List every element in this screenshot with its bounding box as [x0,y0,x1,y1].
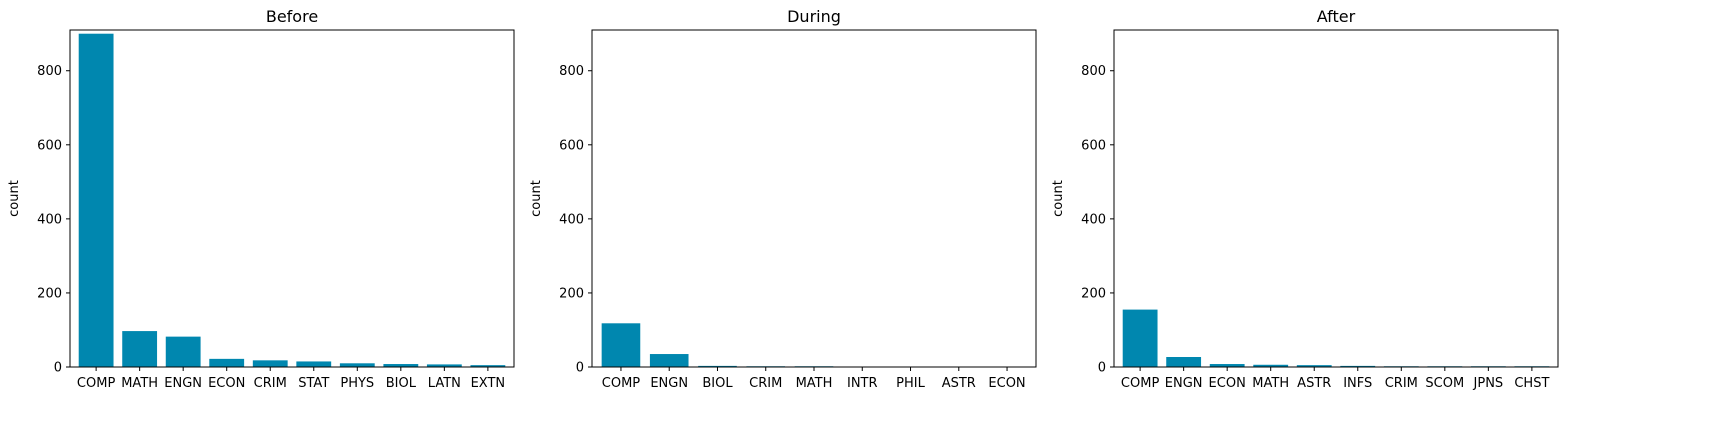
bar-biol [698,365,737,367]
bar-extn [470,365,506,367]
x-tick-label: STAT [298,376,329,391]
x-tick-label: COMP [77,376,116,391]
y-tick-label: 0 [54,361,62,376]
x-tick-label: PHYS [340,376,374,391]
bar-math [122,331,158,367]
x-tick-label: ASTR [942,376,976,391]
chart-title: During [787,7,841,26]
bar-latn [426,364,462,367]
x-tick-label: ENGN [164,376,202,391]
y-axis-label: count [1051,180,1066,217]
bar-astr [1296,365,1332,367]
x-tick-label: INFS [1343,376,1372,391]
x-tick-label: JPNS [1473,376,1504,391]
y-tick-label: 0 [1098,361,1106,376]
y-tick-label: 800 [559,64,584,79]
x-tick-label: MATH [1252,376,1289,391]
x-tick-label: BIOL [702,376,733,391]
x-tick-label: ECON [988,376,1025,391]
bar-engn [649,354,689,367]
x-tick-label: BIOL [386,376,417,391]
x-tick-label: PHIL [896,376,925,391]
y-tick-label: 400 [559,212,584,227]
x-tick-label: COMP [1121,376,1160,391]
chart-title: After [1317,7,1356,26]
y-tick-label: 200 [559,286,584,301]
chart-title: Before [266,7,318,26]
x-tick-label: CRIM [1385,376,1418,391]
x-tick-label: ENGN [650,376,688,391]
bar-econ [1209,364,1245,367]
y-tick-label: 600 [559,138,584,153]
plot-frame [591,29,1037,368]
bar-biol [383,364,419,367]
x-tick-label: ASTR [1297,376,1331,391]
bar-comp [1122,309,1158,367]
x-tick-label: SCOM [1425,376,1464,391]
x-tick-label: COMP [602,376,641,391]
bar-comp [78,33,114,367]
x-tick-label: CRIM [254,376,287,391]
y-tick-label: 800 [1081,64,1106,79]
x-tick-label: ECON [208,376,245,391]
bar-econ [209,358,245,367]
y-tick-label: 400 [1081,212,1106,227]
y-tick-label: 600 [1081,138,1106,153]
x-tick-label: CRIM [749,376,782,391]
x-tick-label: LATN [428,376,461,391]
x-tick-label: MATH [121,376,158,391]
x-tick-label: ENGN [1165,376,1203,391]
bar-crim [252,360,288,367]
y-axis-label: count [7,180,22,217]
bar-engn [165,336,201,367]
bar-infs [1340,365,1376,367]
y-axis-label: count [529,180,544,217]
y-tick-label: 200 [1081,286,1106,301]
plot-frame [69,29,515,368]
bar-phys [339,363,375,367]
chart-panel-2: After count 0 200 400 600 800 COMP ENGN ECON MATH A… [1051,7,1559,391]
x-tick-label: INTR [847,376,878,391]
bar-comp [601,323,641,367]
bar-math [1253,364,1289,367]
bar-stat [296,361,332,367]
x-tick-label: EXTN [471,376,506,391]
y-tick-label: 400 [37,212,62,227]
plot-frame [1113,29,1559,368]
y-tick-label: 800 [37,64,62,79]
bar-engn [1166,357,1202,367]
y-tick-label: 600 [37,138,62,153]
y-tick-label: 200 [37,286,62,301]
x-tick-label: CHST [1514,376,1549,391]
y-tick-label: 0 [576,361,584,376]
x-tick-label: MATH [796,376,833,391]
x-tick-label: ECON [1209,376,1246,391]
chart-panel-0: Before count 0 200 400 600 800 COMP MATH ENGN ECON… [7,7,515,391]
chart-panel-1: During count 0 200 400 600 800 COMP ENGN BIOL CRIM… [529,7,1037,391]
